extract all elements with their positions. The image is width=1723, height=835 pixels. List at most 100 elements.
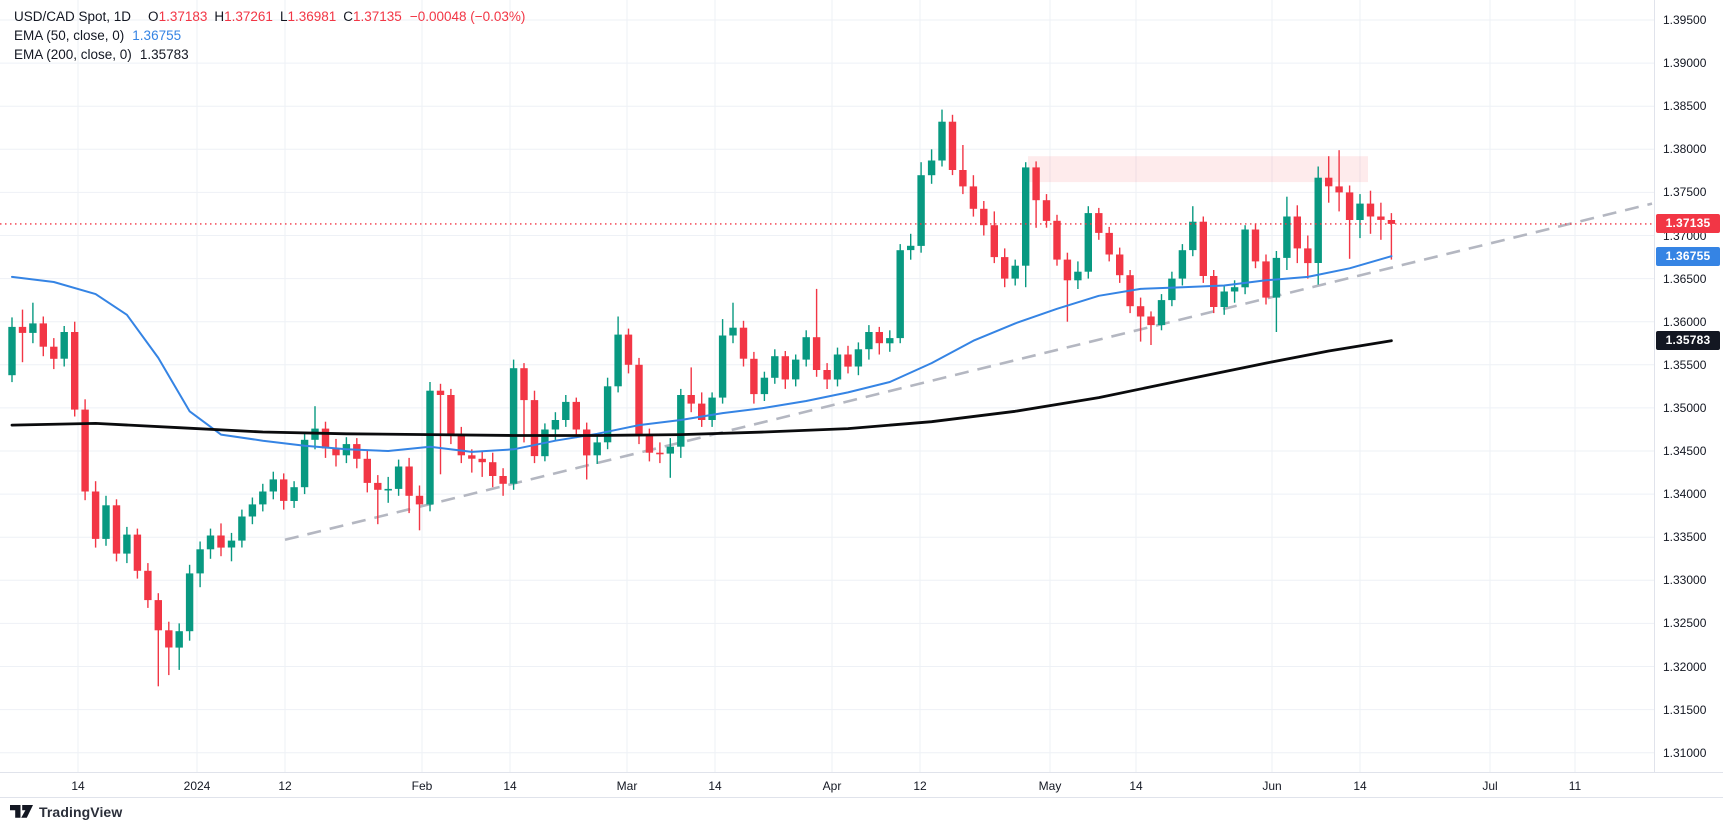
candle	[363, 451, 371, 493]
candle	[1168, 271, 1176, 307]
candle	[917, 162, 925, 253]
candle	[551, 412, 560, 441]
candle	[81, 399, 89, 501]
price-tick-label: 1.32500	[1663, 616, 1707, 631]
price-tick-label: 1.36500	[1663, 271, 1707, 286]
price-tick-label: 1.35500	[1663, 357, 1707, 372]
candle	[1178, 244, 1187, 286]
ema50-value: 1.36755	[132, 28, 182, 43]
chart-canvas[interactable]	[0, 0, 1654, 772]
candle	[781, 351, 789, 389]
symbol-title[interactable]: USD/CAD Spot, 1D	[14, 9, 132, 24]
candle	[499, 468, 507, 496]
candle	[729, 302, 737, 344]
candle	[39, 316, 47, 357]
candle	[489, 452, 497, 488]
time-tick-label: Jul	[1482, 779, 1498, 793]
candle	[844, 345, 852, 374]
legend-ema200-row[interactable]: EMA (200, close, 0) 1.35783	[14, 46, 525, 64]
candle	[687, 367, 695, 413]
candle	[321, 421, 330, 458]
candle	[1074, 261, 1082, 289]
candle	[938, 109, 946, 167]
candle	[206, 528, 215, 559]
candle	[645, 428, 654, 462]
candle	[1136, 297, 1145, 342]
candle	[1325, 156, 1333, 203]
candle	[165, 621, 173, 676]
candle	[959, 145, 967, 195]
price-tick-label: 1.38000	[1663, 142, 1707, 157]
price-tick-label: 1.31500	[1663, 702, 1707, 717]
tradingview-logo[interactable]: TradingView	[10, 804, 122, 820]
candle	[394, 459, 403, 496]
candle	[1251, 223, 1260, 269]
candle	[185, 564, 194, 641]
trendline-dashed[interactable]	[284, 202, 1653, 542]
candle	[854, 342, 863, 376]
candle	[374, 475, 382, 525]
candle	[865, 325, 873, 360]
candle	[1314, 166, 1322, 285]
candle	[520, 363, 528, 443]
candle	[1345, 185, 1354, 259]
candle	[593, 433, 601, 464]
candle	[238, 509, 246, 548]
supply-zone-rect[interactable]	[1028, 156, 1368, 183]
price-tick-label: 1.33500	[1663, 530, 1707, 545]
open-value: 1.37183	[158, 9, 208, 24]
time-tick-label: 12	[278, 779, 292, 793]
candle	[50, 338, 58, 370]
candle	[29, 302, 37, 344]
candle	[280, 473, 288, 510]
candle	[802, 330, 810, 367]
price-tick-label: 1.32000	[1663, 659, 1707, 674]
price-tick-label: 1.38500	[1663, 99, 1707, 114]
candle	[823, 363, 831, 389]
time-tick-label: Mar	[616, 779, 638, 793]
candle	[896, 244, 904, 344]
grid-layer	[0, 0, 1654, 772]
candle	[8, 317, 16, 383]
time-tick-label: 14	[503, 779, 517, 793]
candle	[1042, 194, 1051, 228]
candle	[718, 319, 727, 404]
candle	[509, 359, 518, 490]
time-tick-label: 12	[913, 779, 927, 793]
price-tick-label: 1.39000	[1663, 56, 1707, 71]
candle	[583, 422, 591, 480]
time-axis[interactable]: 14 2024 12 Feb 14 Mar 14 Apr 12 May 14 Jun 14 Jul 11	[0, 773, 1654, 797]
legend-symbol-row[interactable]: USD/CAD Spot, 1D O1.37183 H1.37261 L1.36981…	[14, 8, 525, 26]
bottom-bar: TradingView	[0, 798, 1723, 835]
candle	[353, 438, 361, 469]
candle	[144, 563, 152, 608]
candle	[875, 326, 883, 355]
candle	[1356, 194, 1364, 239]
candle	[18, 309, 27, 363]
candle	[760, 371, 769, 401]
candle	[624, 328, 633, 374]
candle	[603, 377, 612, 450]
candle	[927, 149, 936, 184]
ema200-line	[10, 339, 1393, 437]
candle	[1293, 205, 1301, 264]
candle	[1022, 162, 1030, 288]
candle	[812, 288, 821, 377]
candle	[698, 392, 706, 427]
candle	[332, 438, 340, 467]
legend-ema50-row[interactable]: EMA (50, close, 0) 1.36755	[14, 27, 525, 45]
price-axis[interactable]: 1.39500 1.39000 1.38500 1.38000 1.37500 1.370…	[1655, 0, 1723, 772]
candle	[656, 442, 664, 464]
candle	[1011, 259, 1019, 286]
candle	[1032, 161, 1040, 228]
candle	[217, 523, 225, 557]
candle	[1084, 206, 1092, 279]
candle	[457, 426, 465, 464]
ema200-price-badge: 1.35783	[1656, 330, 1720, 350]
candle	[1304, 235, 1312, 279]
candle	[415, 485, 424, 531]
candle	[133, 528, 142, 579]
last-price-badge: 1.37135	[1656, 214, 1720, 234]
candle	[833, 347, 842, 387]
